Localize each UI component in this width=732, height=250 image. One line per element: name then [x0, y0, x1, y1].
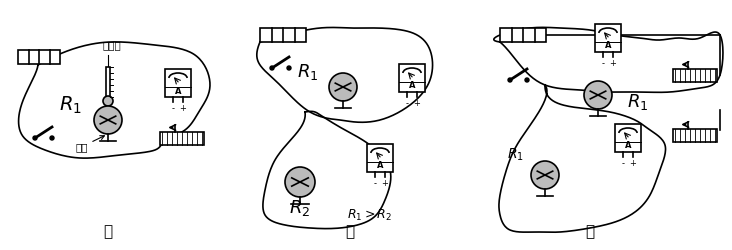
Text: -: -: [171, 104, 174, 113]
Bar: [18, 50, 60, 64]
Circle shape: [531, 161, 559, 189]
Circle shape: [508, 78, 512, 82]
Text: A: A: [624, 142, 631, 150]
Text: +: +: [381, 179, 389, 188]
Circle shape: [329, 73, 357, 101]
Text: $R_1$: $R_1$: [627, 92, 649, 112]
Bar: [399, 64, 425, 92]
Text: $R_1$: $R_1$: [59, 94, 81, 116]
Text: $R_1$: $R_1$: [297, 62, 318, 82]
Text: 煤油: 煤油: [75, 136, 105, 152]
Text: 温度计: 温度计: [102, 40, 122, 50]
Bar: [260, 28, 306, 42]
Text: $R_1$: $R_1$: [507, 147, 523, 163]
Bar: [673, 128, 717, 141]
Text: $R_2$: $R_2$: [289, 198, 310, 218]
Text: 乙: 乙: [346, 224, 354, 240]
Circle shape: [50, 136, 54, 140]
Text: +: +: [179, 104, 187, 113]
Bar: [615, 124, 641, 152]
Text: -: -: [373, 179, 376, 188]
Text: +: +: [414, 99, 420, 108]
Text: -: -: [602, 59, 605, 68]
Circle shape: [287, 66, 291, 70]
Circle shape: [103, 96, 113, 106]
Text: A: A: [605, 42, 611, 50]
Circle shape: [94, 106, 122, 134]
Text: +: +: [610, 59, 616, 68]
Bar: [500, 28, 546, 42]
Text: A: A: [408, 82, 415, 90]
Circle shape: [270, 66, 274, 70]
Text: 甲: 甲: [103, 224, 113, 240]
Bar: [160, 132, 204, 144]
Circle shape: [285, 167, 315, 197]
Bar: [367, 144, 393, 172]
Text: 丙: 丙: [586, 224, 594, 240]
Text: A: A: [377, 162, 384, 170]
Bar: [673, 68, 717, 82]
Text: -: -: [621, 159, 624, 168]
Circle shape: [33, 136, 37, 140]
Text: -: -: [406, 99, 408, 108]
Bar: [106, 67, 110, 97]
Text: $R_1>R_2$: $R_1>R_2$: [348, 208, 392, 222]
Text: +: +: [630, 159, 636, 168]
Bar: [595, 24, 621, 52]
Bar: [165, 69, 191, 97]
Circle shape: [584, 81, 612, 109]
Circle shape: [525, 78, 529, 82]
Text: A: A: [175, 86, 182, 96]
